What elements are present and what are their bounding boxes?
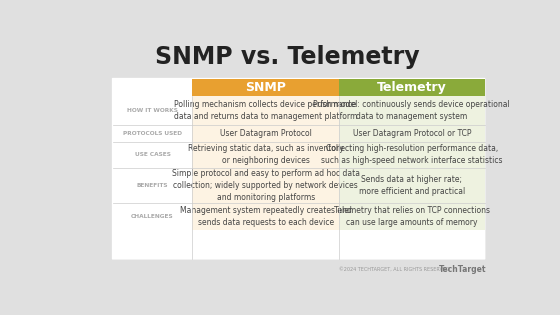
Text: HOW IT WORKS: HOW IT WORKS — [127, 108, 178, 113]
Bar — [113, 125, 193, 142]
Bar — [113, 95, 193, 125]
Bar — [113, 203, 193, 230]
Text: PROTOCOLS USED: PROTOCOLS USED — [123, 131, 182, 136]
Bar — [339, 142, 484, 168]
Text: Management system repeatedly creates and
sends data requests to each device: Management system repeatedly creates and… — [180, 206, 352, 227]
Text: SNMP vs. Telemetry: SNMP vs. Telemetry — [155, 45, 419, 69]
Bar — [339, 168, 484, 203]
Text: Polling mechanism collects device performance
data and returns data to managemen: Polling mechanism collects device perfor… — [174, 100, 357, 121]
FancyBboxPatch shape — [112, 78, 486, 260]
Text: ©2024 TECHTARGET, ALL RIGHTS RESERVED: ©2024 TECHTARGET, ALL RIGHTS RESERVED — [339, 267, 450, 272]
Text: TechTarget: TechTarget — [438, 265, 486, 274]
Bar — [339, 79, 484, 95]
Text: Retrieving static data, such as inventory
or neighboring devices: Retrieving static data, such as inventor… — [188, 145, 344, 165]
Bar — [193, 203, 339, 230]
Bar — [339, 95, 484, 125]
Text: Collecting high-resolution performance data,
such as high-speed network interfac: Collecting high-resolution performance d… — [321, 145, 502, 165]
Text: Simple protocol and easy to perform ad hoc data
collection; widely supported by : Simple protocol and easy to perform ad h… — [172, 169, 360, 202]
Bar — [113, 142, 193, 168]
Text: CHALLENGES: CHALLENGES — [131, 214, 174, 219]
Text: BENEFITS: BENEFITS — [137, 183, 169, 188]
Bar — [339, 203, 484, 230]
Bar — [113, 168, 193, 203]
Bar — [193, 142, 339, 168]
Text: USE CASES: USE CASES — [134, 152, 170, 157]
Bar — [339, 125, 484, 142]
Text: SNMP: SNMP — [245, 81, 286, 94]
Text: Telemetry: Telemetry — [377, 81, 447, 94]
Text: User Datagram Protocol or TCP: User Datagram Protocol or TCP — [353, 129, 471, 138]
Bar — [193, 95, 339, 125]
Bar — [193, 168, 339, 203]
Bar — [193, 79, 339, 95]
Text: Sends data at higher rate;
more efficient and practical: Sends data at higher rate; more efficien… — [358, 175, 465, 196]
Text: Telemetry that relies on TCP connections
can use large amounts of memory: Telemetry that relies on TCP connections… — [334, 206, 490, 227]
Text: Push model: continuously sends device operational
data to management system: Push model: continuously sends device op… — [314, 100, 510, 121]
Text: User Datagram Protocol: User Datagram Protocol — [220, 129, 311, 138]
Bar — [193, 125, 339, 142]
